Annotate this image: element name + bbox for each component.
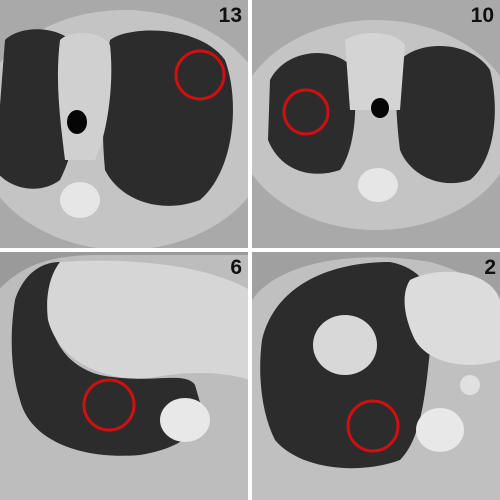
ct-panel: 13 xyxy=(0,0,248,248)
panel-label: 10 xyxy=(471,4,494,27)
ct-panel: 2 xyxy=(252,252,500,500)
ct-panel: 10 xyxy=(252,0,500,248)
panel-label: 13 xyxy=(219,4,242,27)
ct-panel: 6 xyxy=(0,252,248,500)
panel-label: 2 xyxy=(484,256,496,279)
panel-label: 6 xyxy=(230,256,242,279)
